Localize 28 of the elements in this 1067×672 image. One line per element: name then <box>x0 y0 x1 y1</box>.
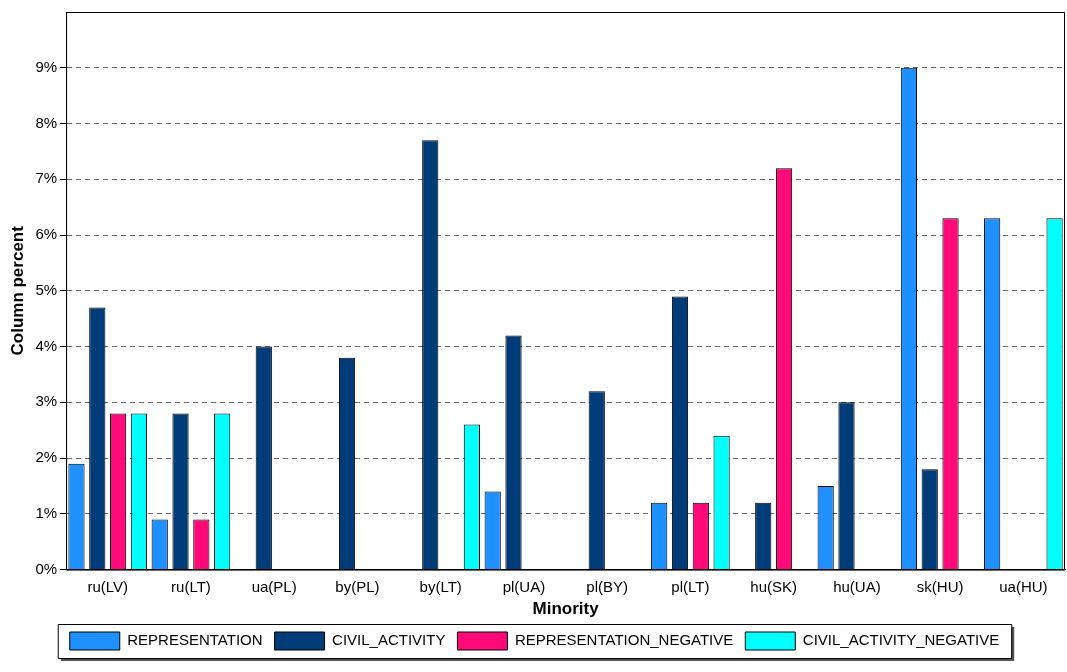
legend-label: CIVIL_ACTIVITY_NEGATIVE <box>802 631 1000 649</box>
x-tick-label: pl(UA) <box>502 577 546 595</box>
x-tick-label: ua(PL) <box>251 577 297 595</box>
x-tick-label: ru(LT) <box>171 577 211 595</box>
x-tick-label: sk(HU) <box>916 577 964 595</box>
x-tick-label: ru(LV) <box>87 577 128 595</box>
y-tick-label: 4% <box>35 336 58 354</box>
y-tick-label: 2% <box>35 448 58 466</box>
x-tick-label: pl(LT) <box>671 577 710 595</box>
y-axis-title: Column percent <box>7 225 27 356</box>
y-tick-label: 8% <box>35 113 58 131</box>
legend-label: REPRESENTATION_NEGATIVE <box>514 631 734 649</box>
x-tick-label: hu(SK) <box>750 577 797 595</box>
x-tick-label: hu(UA) <box>833 577 881 595</box>
y-tick-label: 3% <box>35 392 58 410</box>
y-tick-label: 1% <box>35 503 58 521</box>
x-tick-label: by(PL) <box>335 577 380 595</box>
y-tick-label: 0% <box>35 559 58 577</box>
y-tick-label: 9% <box>35 57 58 75</box>
x-tick-label: by(LT) <box>419 577 462 595</box>
legend-label: REPRESENTATION <box>127 631 263 649</box>
legend-label: CIVIL_ACTIVITY <box>332 631 446 649</box>
y-tick-label: 7% <box>35 169 58 187</box>
x-tick-label: pl(BY) <box>586 577 629 595</box>
x-tick-label: ua(HU) <box>999 577 1048 595</box>
x-axis-title: Minority <box>532 599 600 619</box>
y-tick-label: 5% <box>35 280 58 298</box>
y-tick-label: 6% <box>35 225 58 243</box>
